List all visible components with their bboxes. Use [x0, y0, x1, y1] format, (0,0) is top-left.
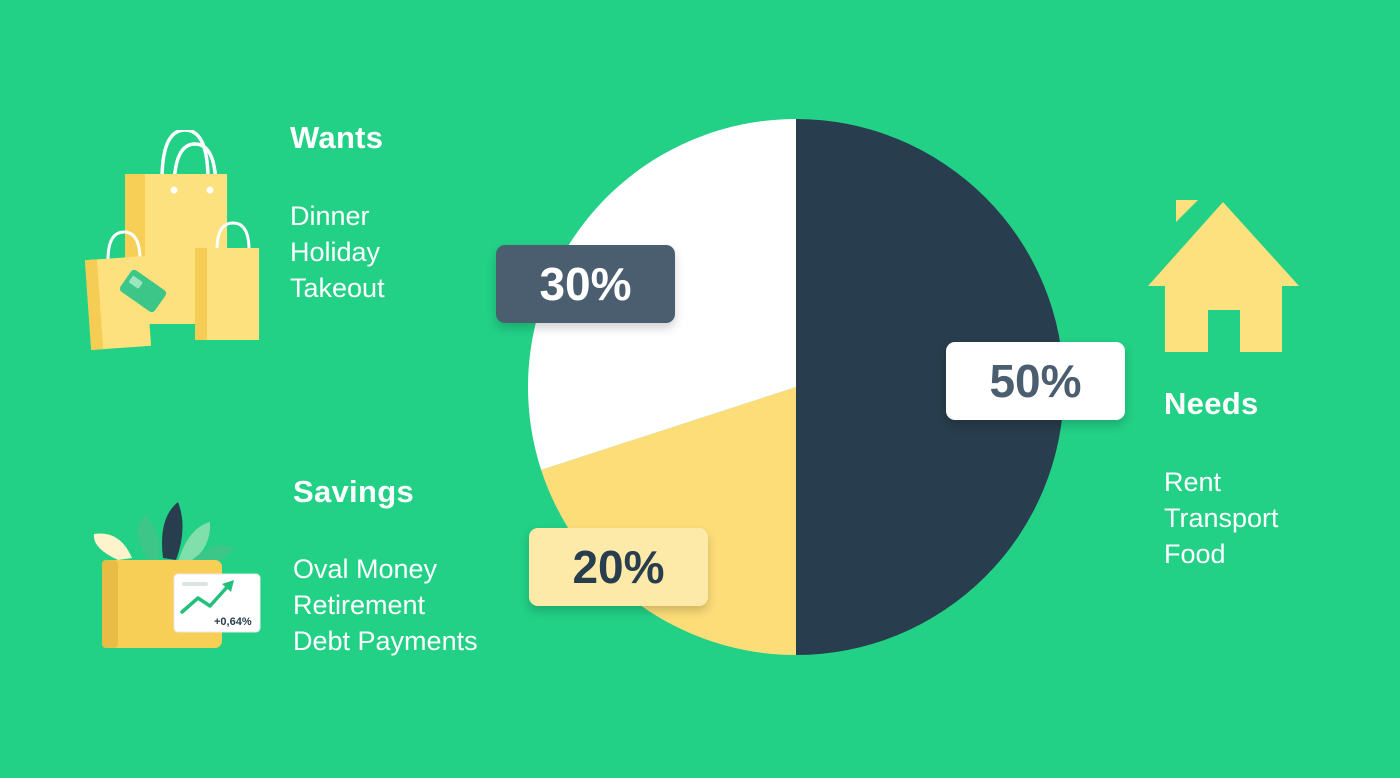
savings-percent-label: 20%	[572, 541, 665, 593]
list-item: Dinner	[290, 201, 370, 231]
list-item: Retirement	[293, 590, 426, 620]
wants-percent-badge: 30%	[496, 245, 675, 323]
list-item: Food	[1164, 539, 1226, 569]
needs-percent-badge: 50%	[946, 342, 1125, 420]
list-item: Transport	[1164, 503, 1279, 533]
list-item: Holiday	[290, 237, 381, 267]
needs-heading: Needs	[1164, 386, 1259, 421]
pie-slice-savings	[541, 387, 796, 655]
savings-growth-label: +0,64%	[214, 616, 252, 628]
list-item: Rent	[1164, 467, 1222, 497]
list-item: Takeout	[290, 273, 385, 303]
shopping-bags-icon	[84, 130, 259, 350]
wants-heading: Wants	[290, 120, 384, 155]
list-item: Oval Money	[293, 554, 438, 584]
pie-slice-needs	[796, 119, 1064, 655]
needs-percent-label: 50%	[989, 355, 1082, 407]
needs-list: Rent Transport Food	[1164, 464, 1279, 572]
savings-list: Oval Money Retirement Debt Payments	[293, 551, 478, 659]
list-item: Debt Payments	[293, 626, 478, 656]
wallet-plants-icon: +0,64%	[93, 502, 261, 648]
house-icon	[1148, 200, 1299, 352]
savings-heading: Savings	[293, 474, 414, 509]
savings-percent-badge: 20%	[529, 528, 708, 606]
wants-percent-label: 30%	[539, 258, 632, 310]
wants-list: Dinner Holiday Takeout	[290, 198, 385, 306]
